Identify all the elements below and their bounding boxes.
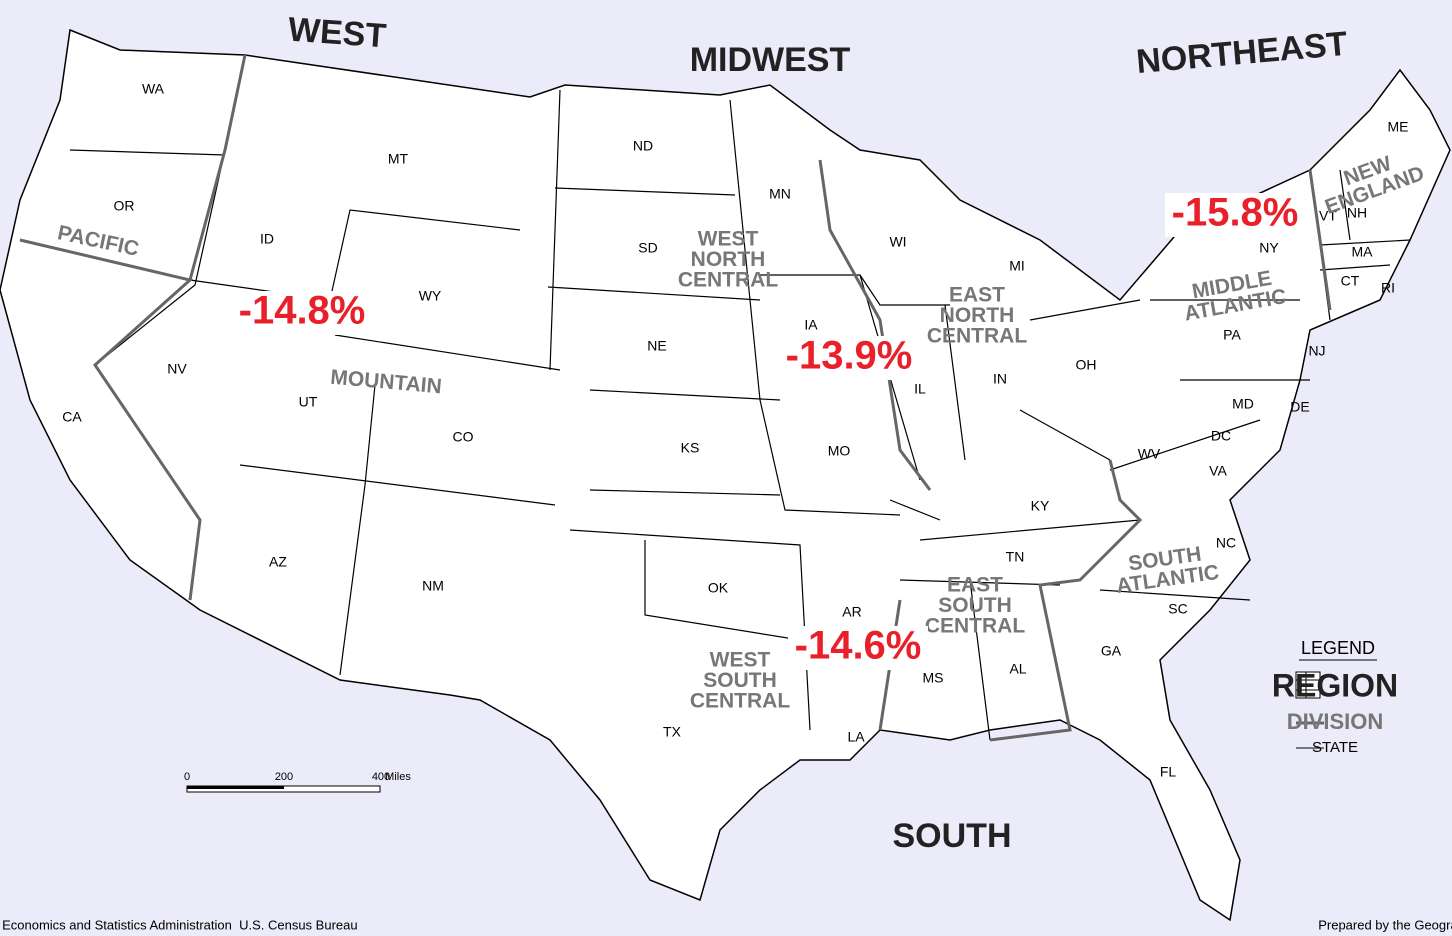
state-label: RI	[1381, 280, 1395, 296]
state-label: KY	[1031, 498, 1050, 514]
state-label: NC	[1216, 535, 1236, 551]
division-label: CENTRAL	[678, 269, 778, 292]
division-label: SOUTH	[703, 669, 777, 692]
division-label: WEST	[710, 649, 771, 672]
state-label: AL	[1009, 661, 1026, 677]
region-label: WEST	[287, 11, 388, 56]
state-label: DC	[1211, 428, 1231, 444]
state-label: WI	[889, 234, 906, 250]
state-label: MO	[828, 443, 851, 459]
state-label: WV	[1138, 446, 1161, 462]
state-label: IN	[993, 371, 1007, 387]
state-label: ND	[633, 138, 653, 154]
legend-icons	[1295, 659, 1377, 749]
scale-bar	[186, 785, 381, 793]
annotation: -15.8%	[1172, 191, 1299, 235]
scale-tick-label: 0	[184, 771, 190, 783]
state-label: VT	[1319, 208, 1337, 224]
division-label: CENTRAL	[690, 690, 790, 713]
state-label: NJ	[1308, 343, 1325, 359]
state-label: UT	[299, 394, 318, 410]
footer-right: Prepared by the Geography Division	[1318, 917, 1452, 932]
state-label: DE	[1290, 399, 1309, 415]
legend-item: DIVISION	[1287, 709, 1384, 734]
state-label: TN	[1006, 549, 1025, 565]
state-label: FL	[1160, 764, 1177, 780]
state-label: SD	[638, 240, 657, 256]
annotation-background	[232, 291, 372, 335]
country-outline	[0, 28, 1451, 922]
annotation-background	[779, 336, 919, 380]
state-label: GA	[1101, 643, 1122, 659]
division-borders	[19, 54, 1332, 742]
region-label: NORTHEAST	[1135, 25, 1349, 81]
division-label: EAST	[949, 284, 1005, 307]
state-label: SC	[1168, 601, 1187, 617]
state-label: CO	[453, 429, 474, 445]
division-label: WEST	[698, 228, 759, 251]
division-label: CENTRAL	[925, 615, 1025, 638]
region-label: SOUTH	[893, 817, 1012, 855]
state-label: WY	[419, 288, 442, 304]
state-label: NH	[1347, 205, 1367, 221]
state-label: WA	[142, 81, 165, 97]
state-label: KS	[681, 440, 700, 456]
state-label: OR	[114, 198, 135, 214]
scale-unit: Miles	[385, 771, 411, 783]
state-label: ID	[260, 231, 274, 247]
state-label: MD	[1232, 396, 1254, 412]
annotation: -14.6%	[795, 624, 922, 668]
footer-left: U.S. Department of Commerce Economics an…	[0, 917, 358, 932]
scale-tick-label: 200	[275, 771, 293, 783]
state-label: IL	[914, 381, 926, 397]
state-label: PA	[1223, 327, 1241, 343]
state-label: MS	[923, 670, 944, 686]
state-label: MN	[769, 186, 791, 202]
scale-tick-label: 400	[372, 771, 390, 783]
annotation-background	[788, 626, 928, 670]
state-label: NY	[1259, 240, 1279, 256]
division-label: NORTH	[691, 248, 766, 271]
state-label: IA	[804, 317, 818, 333]
legend-item: STATE	[1312, 739, 1358, 756]
legend-item: REGION	[1272, 667, 1398, 703]
division-label: CENTRAL	[927, 325, 1027, 348]
state-label: OH	[1076, 357, 1097, 373]
state-label: ME	[1388, 119, 1409, 135]
state-label: OK	[708, 580, 729, 596]
region-label: MIDWEST	[690, 41, 851, 79]
legend-title: LEGEND	[1301, 638, 1375, 658]
state-label: AR	[842, 604, 861, 620]
state-label: NM	[422, 578, 444, 594]
state-label: NV	[167, 361, 187, 377]
state-label: MA	[1352, 244, 1374, 260]
state-label: CT	[1341, 273, 1360, 289]
state-label: LA	[847, 729, 865, 745]
annotation-background	[1165, 193, 1305, 237]
annotation: -14.8%	[239, 289, 366, 333]
state-label: MT	[388, 151, 409, 167]
state-label: CA	[62, 409, 82, 425]
division-label: SOUTH	[938, 594, 1012, 617]
state-label: NE	[647, 338, 666, 354]
annotation: -13.9%	[786, 334, 913, 378]
state-label: AZ	[269, 554, 287, 570]
division-label: NORTH	[940, 304, 1015, 327]
state-label: MI	[1009, 258, 1025, 274]
division-label: EAST	[947, 574, 1003, 597]
state-label: VA	[1209, 463, 1227, 479]
state-label: TX	[663, 724, 682, 740]
